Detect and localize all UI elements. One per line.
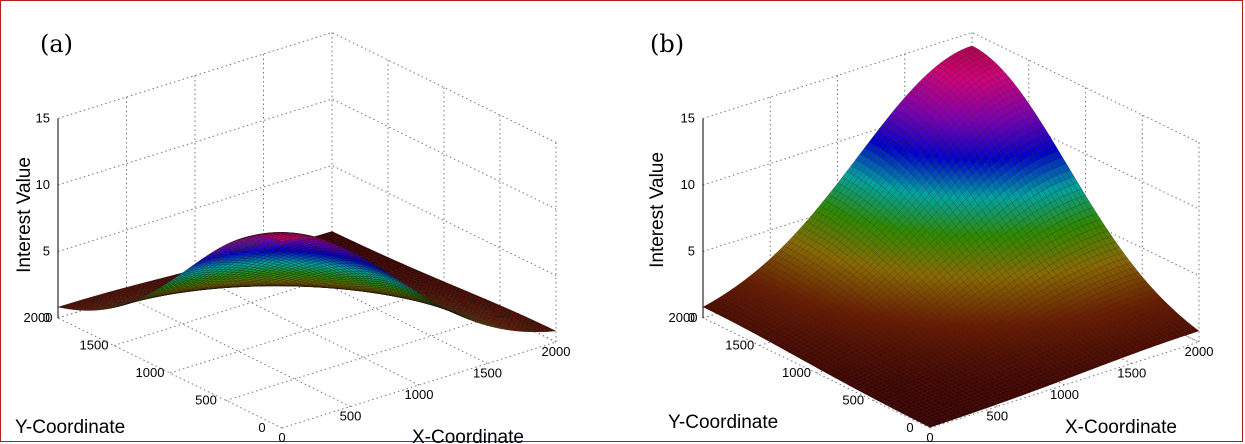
z-tick-label: 10 <box>36 177 50 192</box>
panel-b-surface <box>702 45 1200 428</box>
panel-a-surface <box>57 231 557 333</box>
grid-line <box>126 296 351 407</box>
grid-line <box>169 286 445 374</box>
grid-line <box>702 31 1200 143</box>
grid-line <box>57 317 283 429</box>
x-tick-label: 0 <box>278 430 285 444</box>
z-tick-label: 15 <box>36 111 50 126</box>
y-tick-label: 0 <box>258 420 265 435</box>
grid-line <box>281 341 557 429</box>
y-tick-label: 2000 <box>24 310 53 325</box>
grid-line <box>57 164 557 276</box>
x-tick-label: 1500 <box>473 366 502 381</box>
y-tick-label: 1000 <box>136 365 165 380</box>
grid-line <box>702 164 1200 276</box>
x-tick-label: 500 <box>340 409 362 424</box>
x-tick-label: 1000 <box>405 387 434 402</box>
grid-line <box>194 274 420 386</box>
x-tick-label: 2000 <box>542 344 571 359</box>
panel-a-xlabel: X-Coordinate <box>412 427 524 444</box>
grid-line <box>702 98 1200 210</box>
z-tick-label: 5 <box>43 244 50 259</box>
panel-a-zlabel: Interest Value <box>14 157 35 273</box>
z-tick-label: 0 <box>43 310 50 325</box>
grid-line <box>929 341 1200 429</box>
y-tick-label: 500 <box>195 393 217 408</box>
grid-line <box>57 31 557 143</box>
panel-a-label: (a) <box>40 30 73 58</box>
grid-line <box>225 314 501 401</box>
surface-patch <box>277 238 288 242</box>
panel-a-ylabel: Y-Coordinate <box>15 417 125 438</box>
y-tick-label: 1500 <box>80 338 109 353</box>
grid-line <box>57 98 557 210</box>
